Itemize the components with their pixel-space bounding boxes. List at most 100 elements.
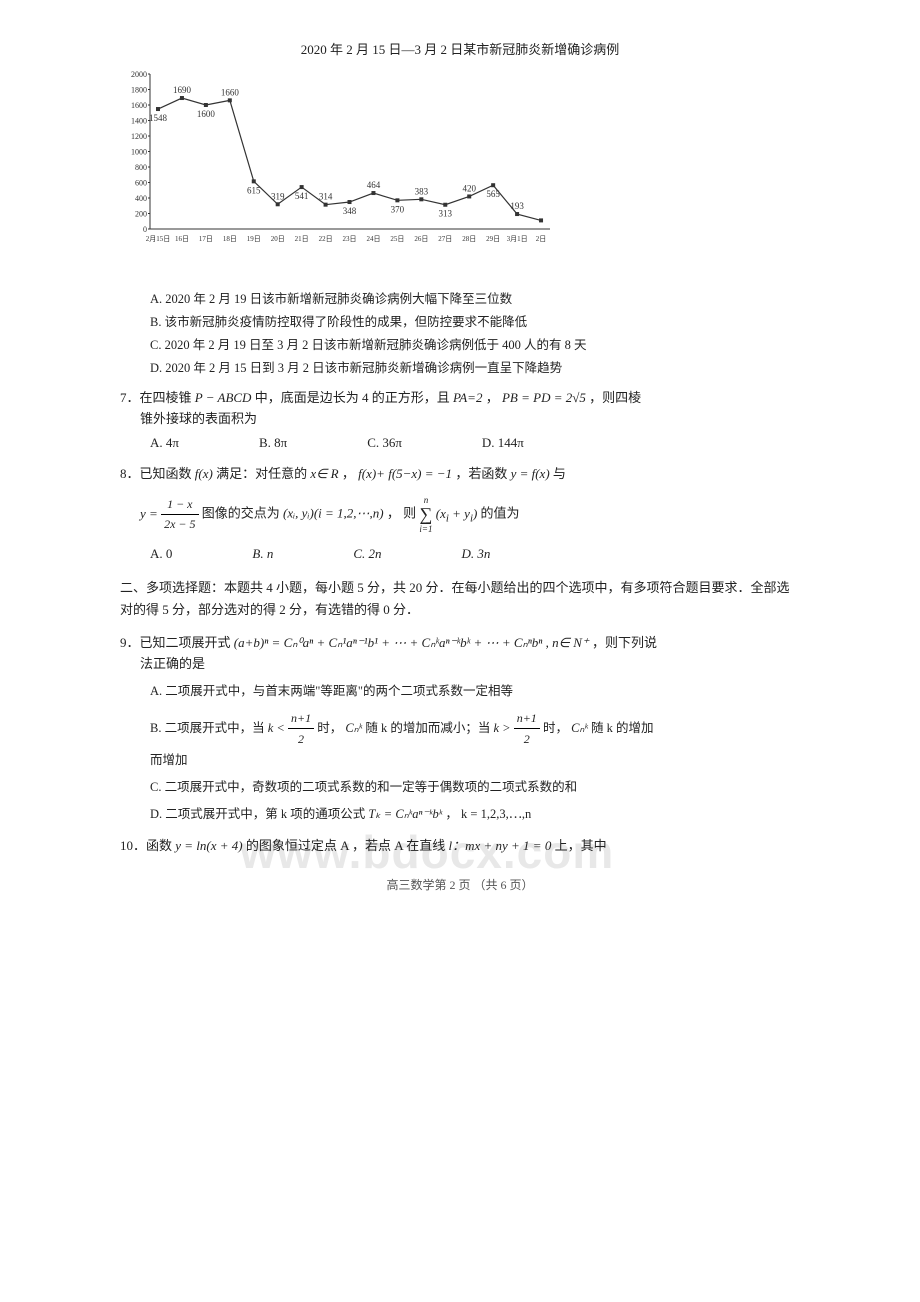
q8-formula: x∈ R: [310, 466, 338, 481]
q10-text: 的图象恒过定点 A ，若点 A 在直线: [246, 838, 449, 853]
q9-text: 法正确的是: [140, 654, 800, 675]
svg-text:21日: 21日: [295, 235, 309, 243]
svg-text:800: 800: [135, 163, 147, 172]
svg-text:24日: 24日: [366, 235, 380, 243]
q8-text: ，若函数: [455, 466, 510, 481]
svg-text:19日: 19日: [247, 235, 261, 243]
q8-formula: f(x)+ f(5−x) = −1: [358, 466, 452, 481]
svg-text:1600: 1600: [131, 101, 147, 110]
q6-option-c: C. 2020 年 2 月 19 日至 3 月 2 日该市新增新冠肺炎确诊病例低…: [150, 335, 800, 355]
svg-text:370: 370: [391, 204, 405, 214]
svg-text:0: 0: [143, 225, 147, 234]
svg-text:1000: 1000: [131, 147, 147, 156]
q10-text: 10．函数: [120, 838, 175, 853]
q10-text: 上，其中: [555, 838, 607, 853]
q8-text: 8．已知函数: [120, 466, 195, 481]
q9-option-d: D. 二项式展开式中，第 k 项的通项公式 Tₖ = Cₙᵏaⁿ⁻ᵏbᵏ ， k…: [150, 804, 800, 825]
q7-formula: P − ABCD: [195, 390, 252, 405]
svg-text:348: 348: [343, 206, 357, 216]
svg-text:2000: 2000: [131, 70, 147, 79]
q10-formula: l：mx + ny + 1 = 0: [448, 838, 551, 853]
svg-text:615: 615: [247, 185, 261, 195]
svg-text:1690: 1690: [173, 85, 192, 95]
q7-choice-c: C. 36π: [367, 433, 402, 454]
q9-text: 9．已知二项展开式: [120, 635, 234, 650]
svg-text:314: 314: [319, 191, 333, 201]
svg-text:565: 565: [486, 189, 500, 199]
q7-text: 7．在四棱锥: [120, 390, 195, 405]
question-9: 9．已知二项展开式 (a+b)ⁿ = Cₙ⁰aⁿ + Cₙ¹aⁿ⁻¹b¹ + ⋯…: [120, 633, 800, 825]
q7-formula: PB = PD = 2√5: [502, 390, 586, 405]
section-2-header: 二、多项选择题：本题共 4 小题，每小题 5 分，共 20 分．在每小题给出的四…: [120, 577, 800, 621]
svg-text:400: 400: [135, 194, 147, 203]
q6-option-a: A. 2020 年 2 月 19 日该市新增新冠肺炎确诊病例大幅下降至三位数: [150, 289, 800, 309]
svg-text:1400: 1400: [131, 116, 147, 125]
svg-text:200: 200: [135, 209, 147, 218]
svg-text:313: 313: [439, 209, 453, 219]
svg-text:25日: 25日: [390, 235, 404, 243]
svg-text:27日: 27日: [438, 235, 452, 243]
chart-title: 2020 年 2 月 15 日—3 月 2 日某市新冠肺炎新增确诊病例: [120, 40, 800, 61]
svg-text:3月1日: 3月1日: [507, 235, 528, 243]
q8-choice-c: C. 2n: [353, 544, 381, 565]
q9-formula: (a+b)ⁿ = Cₙ⁰aⁿ + Cₙ¹aⁿ⁻¹b¹ + ⋯ + Cₙᵏaⁿ⁻ᵏ…: [234, 635, 589, 650]
q8-text: ， 则: [387, 506, 420, 521]
q8-text: 图像的交点为: [202, 506, 283, 521]
q7-choice-d: D. 144π: [482, 433, 524, 454]
q10-formula: y = ln(x + 4): [175, 838, 242, 853]
svg-text:319: 319: [271, 191, 285, 201]
svg-text:420: 420: [462, 183, 476, 193]
svg-text:20日: 20日: [271, 235, 285, 243]
svg-text:17日: 17日: [199, 235, 213, 243]
q6-option-b: B. 该市新冠肺炎疫情防控取得了阶段性的成果，但防控要求不能降低: [150, 312, 800, 332]
q9-option-a: A. 二项展开式中，与首末两端"等距离"的两个二项式系数一定相等: [150, 681, 800, 702]
question-10: www.bdocx.com 10．函数 y = ln(x + 4) 的图象恒过定…: [120, 836, 800, 857]
q7-choice-b: B. 8π: [259, 433, 287, 454]
q8-fraction: y = 1 − x2x − 5: [140, 506, 202, 521]
svg-text:193: 193: [510, 201, 524, 211]
q7-text: ，则四棱: [589, 390, 641, 405]
q8-text: 的值为: [481, 506, 520, 521]
q8-choice-b: B. n: [252, 544, 273, 565]
q6-option-d: D. 2020 年 2 月 15 日到 3 月 2 日该市新冠肺炎新增确诊病例一…: [150, 358, 800, 378]
svg-text:383: 383: [415, 186, 429, 196]
q7-text: ，: [486, 390, 499, 405]
svg-text:600: 600: [135, 178, 147, 187]
q9-option-b: B. 二项展开式中，当 k < n+12 时， Cₙᵏ 随 k 的增加而减小；当…: [150, 708, 800, 771]
q7-text: 中，底面是边长为 4 的正方形，且: [255, 390, 453, 405]
q9-option-c: C. 二项展开式中，奇数项的二项式系数的和一定等于偶数项的二项式系数的和: [150, 777, 800, 798]
page-footer: 高三数学第 2 页 （共 6 页）: [120, 876, 800, 895]
q8-choice-d: D. 3n: [462, 544, 491, 565]
svg-text:1600: 1600: [197, 109, 216, 119]
svg-text:2日: 2日: [536, 235, 547, 243]
svg-text:28日: 28日: [462, 235, 476, 243]
svg-text:1548: 1548: [149, 113, 168, 123]
svg-text:23日: 23日: [343, 235, 357, 243]
svg-text:16日: 16日: [175, 235, 189, 243]
q7-choice-a: A. 4π: [150, 433, 179, 454]
svg-text:26日: 26日: [414, 235, 428, 243]
q8-choice-a: A. 0: [150, 544, 172, 565]
svg-text:1660: 1660: [221, 87, 240, 97]
svg-text:1800: 1800: [131, 85, 147, 94]
q8-formula: f(x): [195, 466, 213, 481]
q9-text: ，则下列说: [592, 635, 657, 650]
question-8: 8．已知函数 f(x) 满足：对任意的 x∈ R ， f(x)+ f(5−x) …: [120, 464, 800, 565]
svg-text:22日: 22日: [319, 235, 333, 243]
q8-formula: y = f(x): [511, 466, 550, 481]
svg-text:18日: 18日: [223, 235, 237, 243]
svg-text:1200: 1200: [131, 132, 147, 141]
svg-text:541: 541: [295, 191, 309, 201]
q8-text: ，: [342, 466, 355, 481]
question-7: 7．在四棱锥 P − ABCD 中，底面是边长为 4 的正方形，且 PA=2 ，…: [120, 388, 800, 454]
q8-text: 与: [553, 466, 566, 481]
svg-text:464: 464: [367, 180, 381, 190]
q7-formula: PA=2: [453, 390, 482, 405]
q8-formula: (xᵢ, yᵢ)(i = 1,2,⋯,n): [283, 506, 384, 521]
line-chart: 0 200 400 600 800 1000 1200 1400 1600 1800 2000 154…: [120, 69, 580, 279]
q7-text: 锥外接球的表面积为: [140, 409, 800, 430]
svg-text:29日: 29日: [486, 235, 500, 243]
q8-text: 满足：对任意的: [216, 466, 310, 481]
q8-sum: n ∑ i=1 (xi + yi): [419, 506, 480, 521]
svg-text:2月15日: 2月15日: [146, 235, 171, 243]
